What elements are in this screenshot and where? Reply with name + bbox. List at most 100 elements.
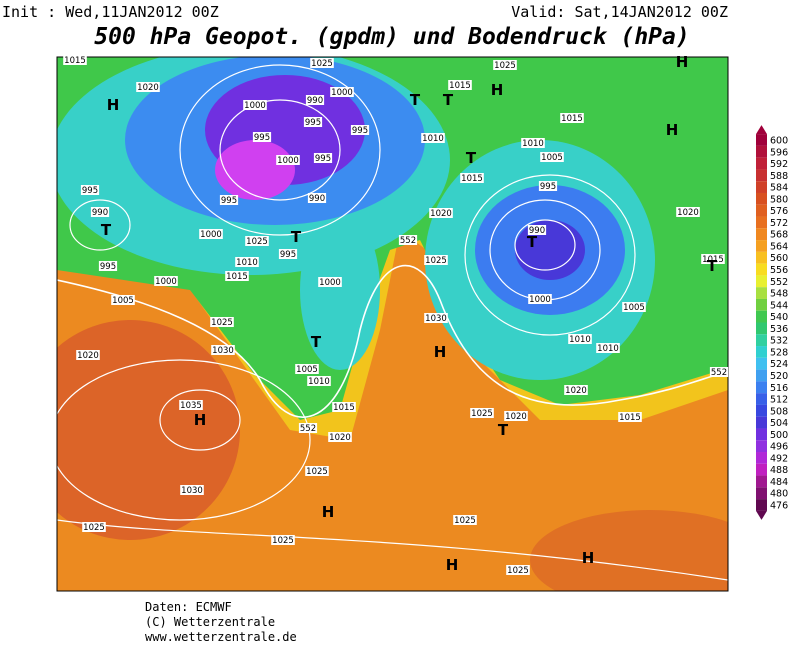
map-labels: 1015 1020 H 1025 1000 990 1000 995 995 995 1000 995…: [63, 53, 729, 576]
isobar-label-bg: [564, 385, 588, 395]
colorbar-label: 508: [770, 406, 788, 417]
colorbar-swatch: [756, 487, 767, 500]
isobar-label-bg: [180, 485, 204, 495]
footer-url: www.wetterzentrale.de: [145, 630, 297, 644]
isobar-label-bg: [243, 100, 267, 110]
isobar-label-bg: [245, 236, 269, 246]
isobar-label: 1025: [507, 566, 529, 576]
isobar-label: 1000: [331, 88, 353, 98]
isobar-label: 1020: [77, 351, 99, 361]
isobar-label: 995: [100, 262, 116, 272]
footer-source: Daten: ECMWF: [145, 600, 232, 614]
isobar-label-bg: [528, 294, 552, 304]
isobar-label: 990: [307, 96, 323, 106]
pressure-center: T: [291, 228, 302, 246]
isobar-label-bg: [709, 367, 729, 377]
colorbar-label: 588: [770, 171, 788, 182]
isobar-label: 1000: [529, 295, 551, 305]
colorbar-swatch: [756, 393, 767, 405]
colorbar-swatch: [756, 381, 767, 394]
isobar-label: 1025: [306, 467, 328, 477]
colorbar-label: 584: [770, 183, 788, 194]
isobar-label: 1005: [296, 365, 318, 375]
colorbar-label: 500: [770, 430, 788, 441]
isobar-label: 1020: [137, 83, 159, 93]
pressure-center: T: [527, 233, 538, 251]
isobar-label: 1020: [329, 433, 351, 443]
isobar-label-bg: [470, 408, 494, 418]
isobar-label: 1010: [569, 335, 591, 345]
colorbar-label: 596: [770, 147, 788, 158]
isobar-label-bg: [328, 432, 352, 442]
isobar-label: 1030: [181, 486, 203, 496]
isobar-label-bg: [424, 255, 448, 265]
isobar-label-bg: [303, 117, 323, 127]
isobar-label: 1000: [244, 101, 266, 111]
colorbar-label: 516: [770, 383, 788, 394]
colorbar-swatch: [756, 463, 767, 476]
pressure-center: H: [434, 343, 447, 361]
isobar-label-bg: [252, 132, 272, 142]
colorbar-bottom-arrow: [756, 510, 767, 520]
isobar-label: 995: [352, 126, 368, 136]
colorbar-swatch: [756, 204, 767, 217]
colorbar-swatch: [756, 134, 767, 146]
colorbar-swatch: [756, 192, 767, 205]
isobar-label-bg: [332, 402, 356, 412]
init-time: Init : Wed,11JAN2012 00Z: [2, 3, 219, 21]
isobar-label: 1005: [112, 296, 134, 306]
colorbar-swatch: [756, 145, 767, 158]
map-title: 500 hPa Geopot. (gpdm) und Bodendruck (h…: [94, 24, 689, 50]
isobar-label: 995: [305, 118, 321, 128]
colorbar-label: 492: [770, 453, 788, 464]
isobar-label-bg: [540, 152, 564, 162]
isobar-label-bg: [307, 193, 327, 203]
isobar-label: 990: [529, 226, 545, 236]
isobar-label-bg: [424, 313, 448, 323]
isobar-label: 552: [300, 424, 316, 434]
colorbar-label: 512: [770, 395, 788, 406]
colorbar-swatch: [756, 346, 767, 358]
colorbar-swatch: [756, 404, 767, 417]
valid-time: Valid: Sat,14JAN2012 00Z: [511, 3, 728, 21]
isobar-label: 1025: [83, 523, 105, 533]
colorbar-label: 576: [770, 206, 788, 217]
colorbar-swatch: [756, 310, 767, 323]
isobar-label-bg: [350, 125, 370, 135]
isobar-label-bg: [136, 82, 160, 92]
colorbar-swatch: [756, 322, 767, 335]
colorbar: 6005965925885845805765725685645605565525…: [756, 125, 788, 520]
isobar-label: 1025: [211, 318, 233, 328]
isobar-label-bg: [305, 95, 325, 105]
colorbar-swatch: [756, 452, 767, 464]
colorbar-swatch: [756, 298, 767, 311]
isobar-label-bg: [330, 87, 354, 97]
isobar-label-bg: [421, 133, 445, 143]
isobar-label: 1000: [319, 278, 341, 288]
footer-copyright: (C) Wetterzentrale: [145, 615, 275, 629]
isobar-label-bg: [271, 535, 295, 545]
pressure-center: T: [498, 421, 509, 439]
isobar-label: 1020: [677, 208, 699, 218]
isobar-label: 1025: [425, 256, 447, 266]
colorbar-swatch: [756, 251, 767, 264]
isobar-label: 552: [400, 236, 416, 246]
isobar-label: 1030: [425, 314, 447, 324]
pressure-center: H: [446, 556, 459, 574]
colorbar-label: 572: [770, 218, 788, 229]
isobar-label: 1020: [505, 412, 527, 422]
isobar-label: 995: [82, 186, 98, 196]
colorbar-swatch: [756, 369, 767, 382]
isobar-label: 1025: [494, 61, 516, 71]
isobar-label-bg: [538, 181, 558, 191]
pressure-center: T: [466, 149, 477, 167]
isobar-label-bg: [295, 364, 319, 374]
isobar-label: 995: [221, 196, 237, 206]
isobar-label: 1025: [272, 536, 294, 546]
isobar-label-bg: [318, 277, 342, 287]
colorbar-label: 536: [770, 324, 788, 335]
colorbar-label: 520: [770, 371, 788, 382]
isobar-label-bg: [310, 58, 334, 68]
colorbar-swatch: [756, 169, 767, 182]
